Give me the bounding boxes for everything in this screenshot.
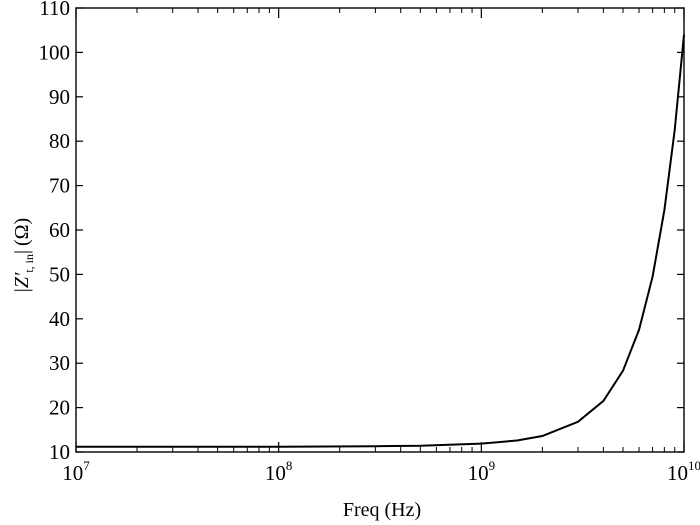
x-tick-label-base: 10 bbox=[667, 461, 688, 485]
y-axis-title: |Z′t, in|(Ω) bbox=[11, 218, 36, 292]
y-tick-label: 40 bbox=[49, 307, 70, 331]
x-tick-label-exponent: 8 bbox=[286, 458, 293, 473]
y-tick-label: 10 bbox=[49, 440, 70, 464]
y-tick-label: 60 bbox=[49, 218, 70, 242]
x-tick-label-exponent: 7 bbox=[83, 458, 90, 473]
y-axis-title-right-bar: | bbox=[11, 250, 33, 254]
plot-area bbox=[75, 7, 685, 453]
y-axis-title-left-bar: | bbox=[11, 288, 33, 292]
x-tick-label: 107 bbox=[62, 458, 90, 485]
x-tick-label-exponent: 9 bbox=[489, 458, 496, 473]
y-tick-label: 100 bbox=[39, 40, 71, 64]
x-tick-label: 1010 bbox=[667, 458, 700, 485]
x-tick-label-base: 10 bbox=[265, 461, 286, 485]
x-tick-label-base: 10 bbox=[468, 461, 489, 485]
series-line-1 bbox=[76, 34, 685, 448]
x-tick-label-exponent: 10 bbox=[688, 458, 700, 473]
y-tick-label: 50 bbox=[49, 262, 70, 286]
y-tick-label: 80 bbox=[49, 129, 70, 153]
y-axis-title-unit: (Ω) bbox=[11, 218, 33, 246]
y-tick-label: 70 bbox=[49, 174, 70, 198]
plot-frame bbox=[75, 7, 685, 453]
y-axis-title-base: Z′ bbox=[11, 272, 33, 288]
x-axis-title: Freq (Hz) bbox=[343, 499, 421, 521]
x-tick-label-base: 10 bbox=[62, 461, 83, 485]
y-tick-label: 30 bbox=[49, 351, 70, 375]
x-tick-label: 108 bbox=[265, 458, 293, 485]
y-tick-label: 90 bbox=[49, 85, 70, 109]
y-tick-label: 110 bbox=[39, 0, 70, 20]
y-tick-label: 20 bbox=[49, 396, 70, 420]
axis-ticks bbox=[75, 7, 685, 453]
x-tick-label: 109 bbox=[468, 458, 496, 485]
y-axis-title-subscript: t, in bbox=[22, 254, 36, 273]
